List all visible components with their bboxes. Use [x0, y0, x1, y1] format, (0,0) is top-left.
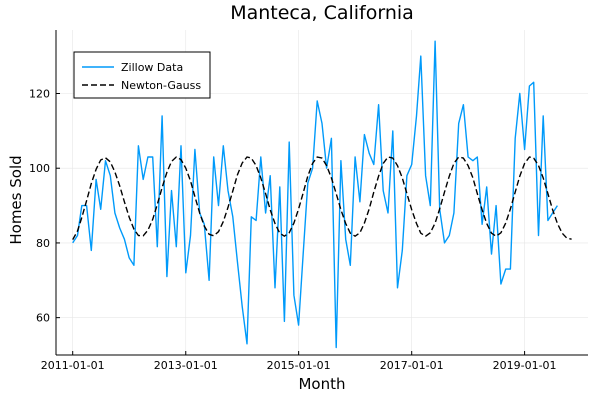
x-axis-title: Month — [298, 375, 345, 393]
legend: Zillow Data Newton-Gauss — [73, 51, 211, 99]
x-tick-label: 2019-01-01 — [493, 359, 557, 372]
y-tick-label: 100 — [29, 162, 50, 175]
series-line-zillow-data — [72, 40, 558, 349]
x-tick-label: 2013-01-01 — [154, 359, 218, 372]
legend-box — [73, 51, 211, 99]
series-layer — [72, 40, 572, 349]
y-axis-title: Homes Sold — [7, 155, 25, 244]
tick-labels: 2011-01-01 2013-01-01 2015-01-01 2017-01-01… — [29, 88, 557, 372]
legend-label-newton-gauss: Newton-Gauss — [121, 79, 201, 92]
axes — [55, 30, 588, 356]
legend-label-zillow-data: Zillow Data — [121, 61, 183, 74]
y-tick-label: 120 — [29, 88, 50, 101]
y-tick-label: 60 — [36, 312, 50, 325]
x-tick-label: 2017-01-01 — [380, 359, 444, 372]
chart-title: Manteca, California — [230, 2, 414, 24]
x-tick-label: 2015-01-01 — [267, 359, 331, 372]
x-tick-label: 2011-01-01 — [41, 359, 105, 372]
series-line-newton-gauss — [72, 156, 572, 240]
y-tick-label: 80 — [36, 237, 50, 250]
